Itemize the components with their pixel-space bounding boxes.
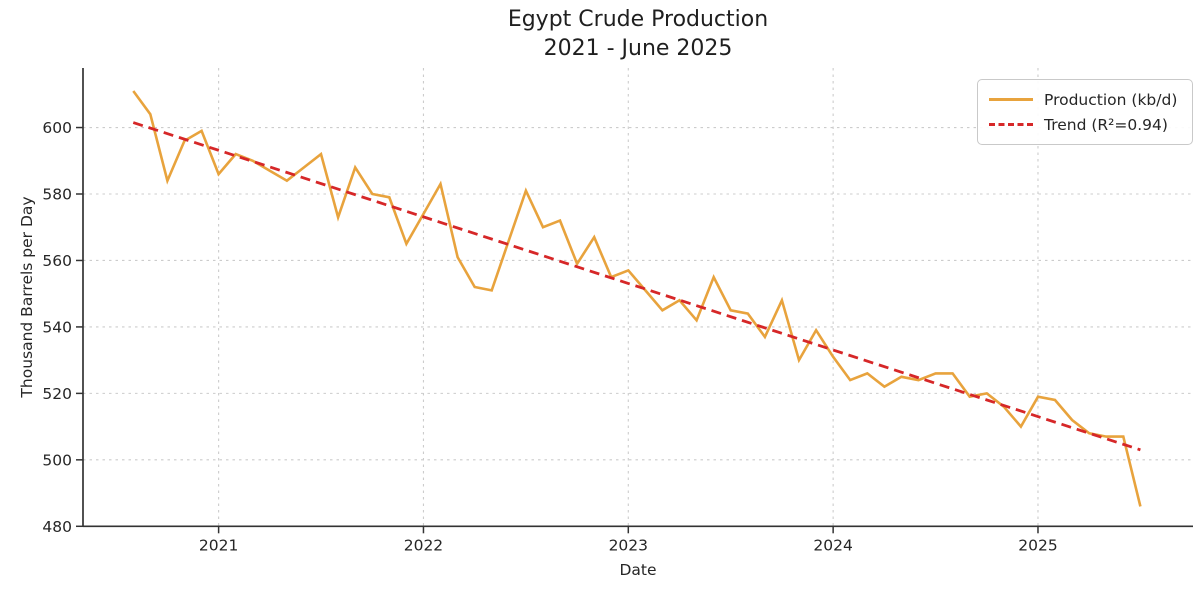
x-axis-tick-label: 2022: [404, 536, 443, 554]
legend-label-trend: Trend (R²=0.94): [1044, 115, 1168, 134]
y-axis-tick-label: 580: [42, 186, 72, 204]
y-axis-tick-label: 500: [42, 451, 72, 469]
y-axis-label: Thousand Barrels per Day: [18, 196, 36, 398]
chart-title: Egypt Crude Production 2021 - June 2025: [83, 5, 1193, 63]
chart-title-line1: Egypt Crude Production: [507, 7, 769, 32]
x-axis-tick-label: 2021: [199, 536, 238, 554]
legend: Production (kb/d) Trend (R²=0.94): [977, 79, 1193, 145]
production-line-swatch: [989, 98, 1033, 101]
legend-item-production: Production (kb/d): [978, 91, 1192, 109]
trend-line: [132, 121, 1141, 452]
chart-title-line2: 2021 - June 2025: [543, 36, 733, 61]
legend-item-trend: Trend (R²=0.94): [978, 116, 1192, 134]
y-axis-tick-label: 520: [42, 385, 72, 403]
x-axis-tick-label: 2025: [1018, 536, 1057, 554]
x-axis-tick-label: 2023: [609, 536, 648, 554]
x-axis-tick-label: 2024: [813, 536, 852, 554]
y-axis-tick-label: 540: [42, 318, 72, 336]
y-axis-tick-label: 560: [42, 252, 72, 270]
legend-label-production: Production (kb/d): [1044, 90, 1178, 109]
y-axis-tick-label: 600: [42, 119, 72, 137]
y-axis-tick-label: 480: [42, 518, 72, 536]
production-line: [132, 90, 1142, 507]
trend-line-swatch: [989, 123, 1033, 126]
x-axis-label: Date: [619, 561, 657, 579]
